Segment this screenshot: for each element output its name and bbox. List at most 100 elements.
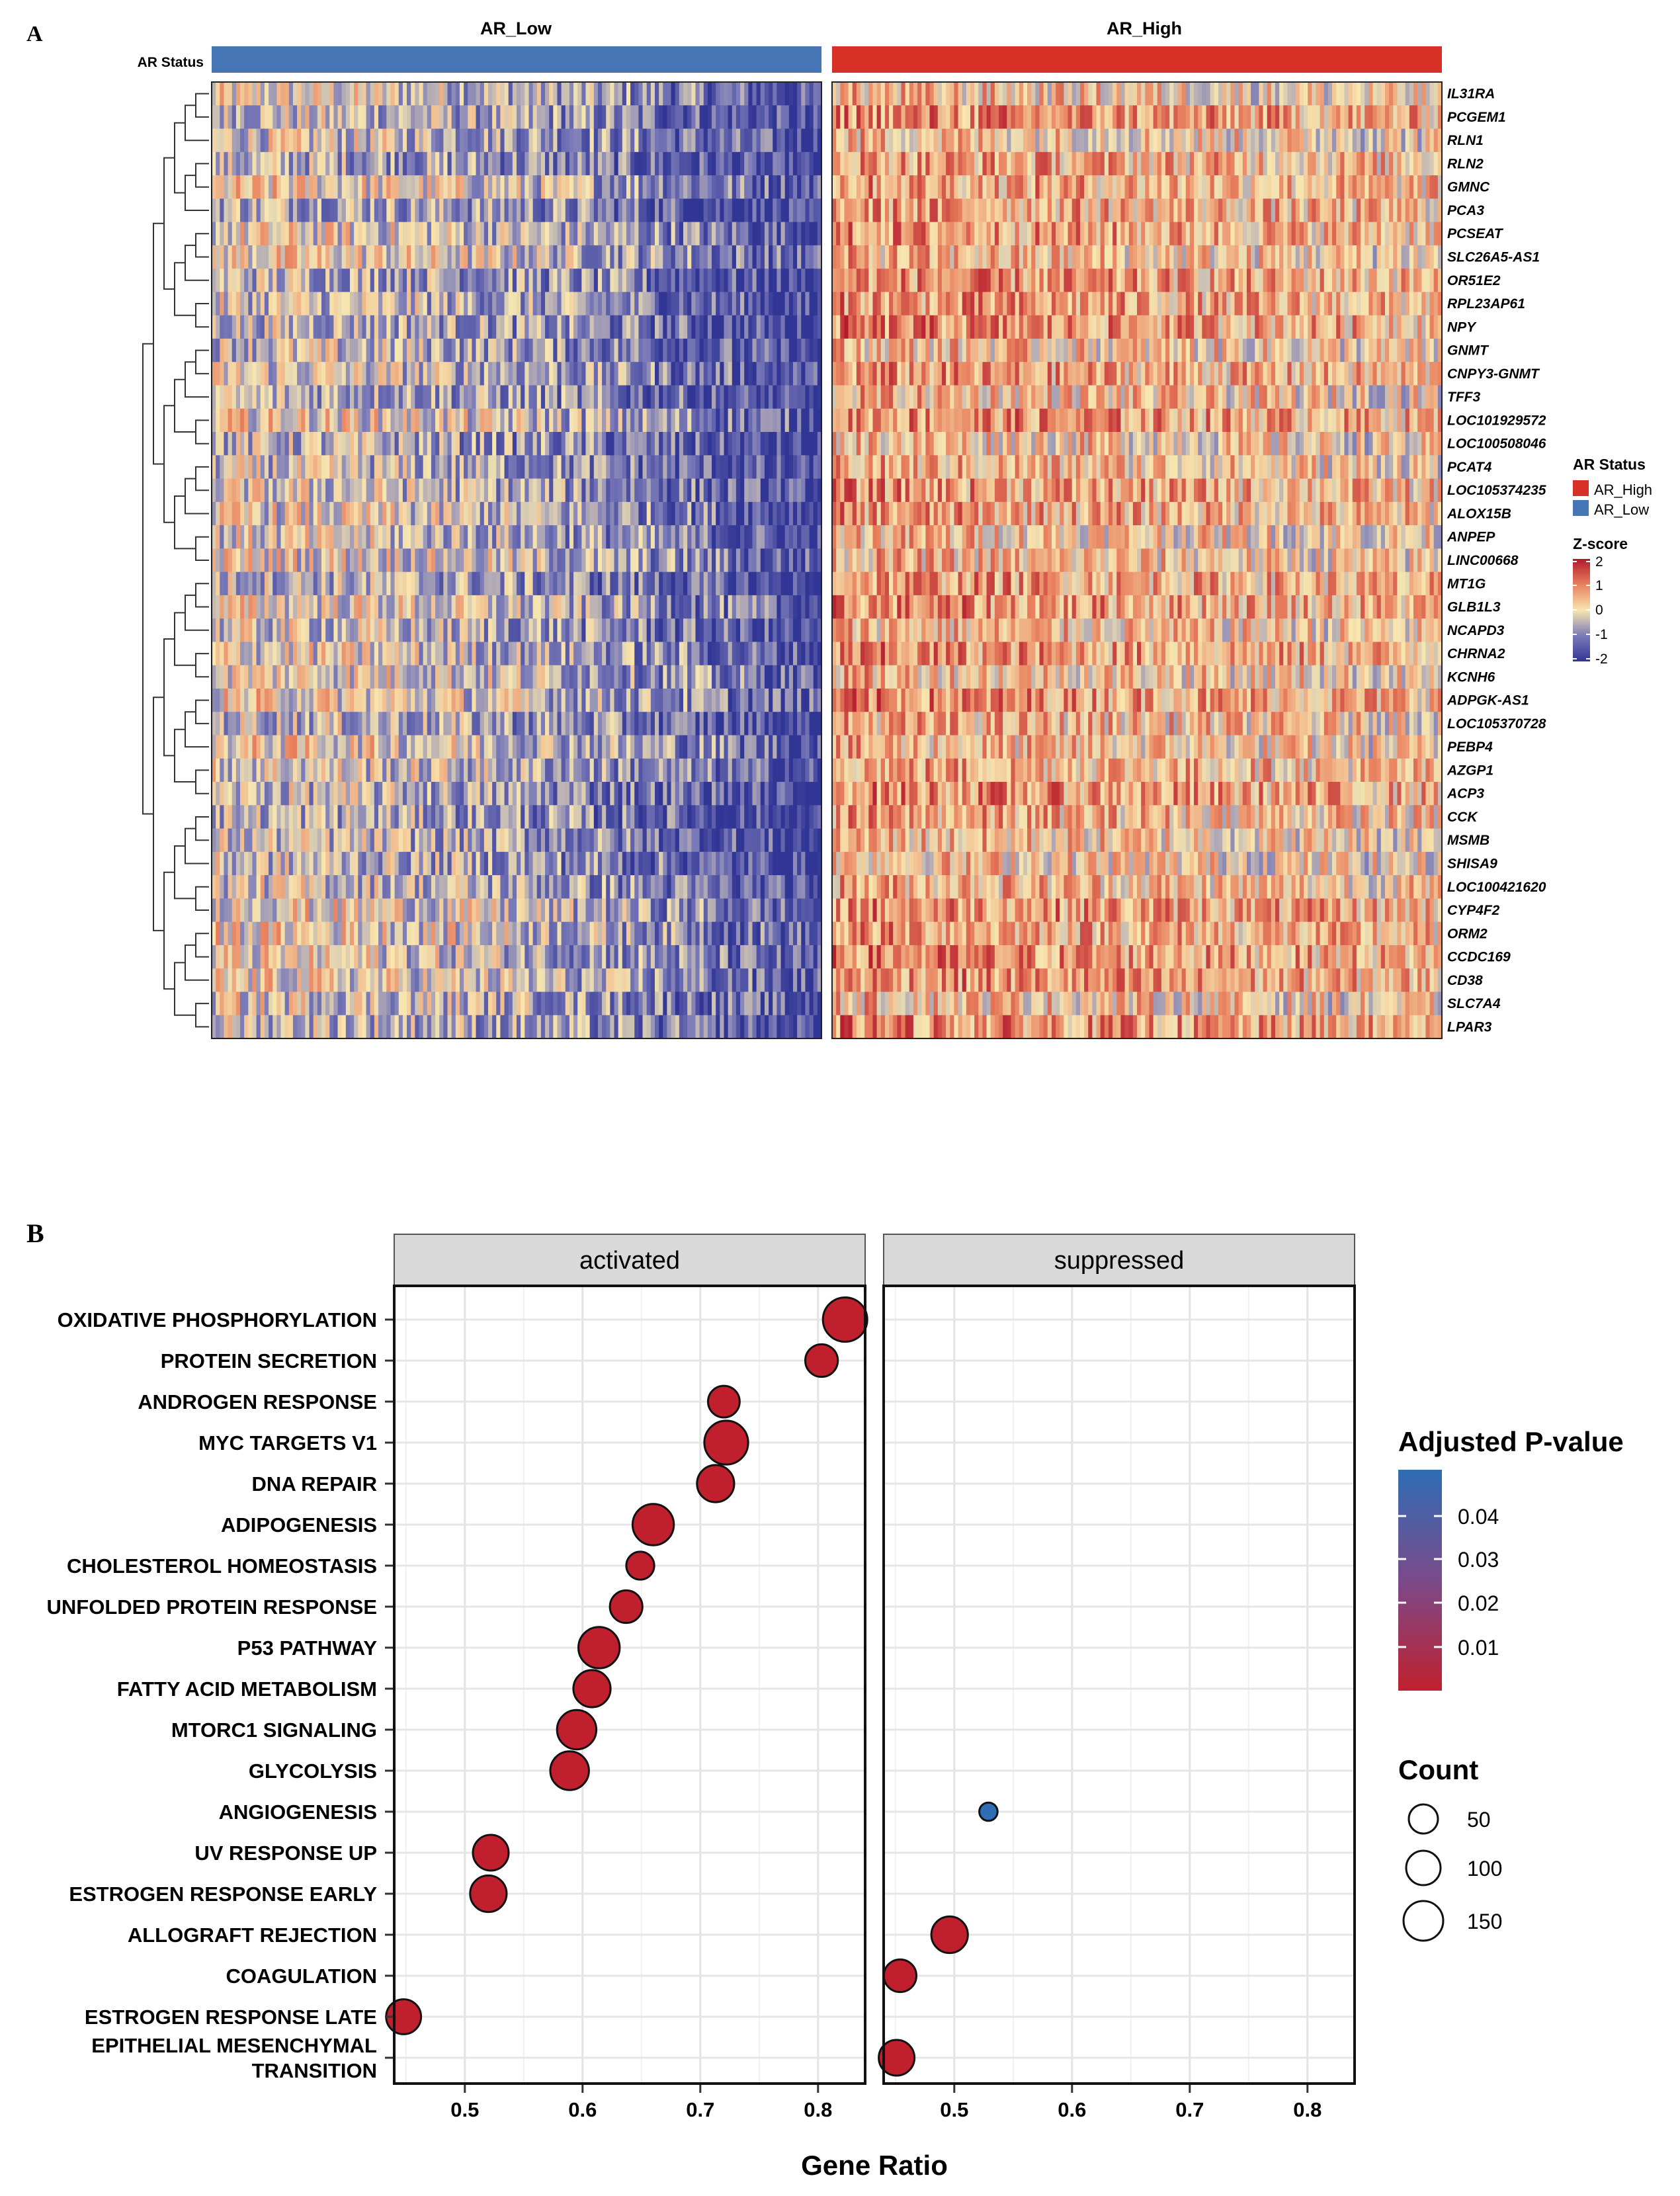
heatmap-cell xyxy=(378,245,383,269)
heatmap-cell xyxy=(597,758,603,782)
heatmap-cell xyxy=(224,525,228,549)
heatmap-cell xyxy=(276,595,281,619)
heatmap-cell xyxy=(337,828,343,853)
heatmap-cell xyxy=(565,315,570,339)
heatmap-cell xyxy=(540,571,546,596)
heatmap-cell xyxy=(212,432,216,456)
heatmap-cell xyxy=(284,758,290,782)
heatmap-cell xyxy=(712,408,716,433)
heatmap-cell xyxy=(663,292,667,316)
heatmap-cell xyxy=(390,245,395,269)
heatmap-cell xyxy=(557,525,562,549)
heatmap-cell xyxy=(659,595,663,619)
heatmap-cell xyxy=(345,362,351,386)
heatmap-cell xyxy=(517,338,521,362)
heatmap-cell xyxy=(362,571,366,596)
heatmap-cell xyxy=(659,385,663,409)
heatmap-cell xyxy=(626,455,631,479)
heatmap-cell xyxy=(292,665,298,689)
heatmap-cell xyxy=(284,782,290,806)
heatmap-cell xyxy=(634,548,639,573)
heatmap-cell xyxy=(305,315,310,339)
heatmap-cell xyxy=(634,455,639,479)
heatmap-cell xyxy=(769,735,773,759)
heatmap-cell xyxy=(699,712,704,736)
heatmap-cell xyxy=(228,408,233,433)
heatmap-cell xyxy=(423,735,428,759)
heatmap-cell xyxy=(634,501,639,526)
heatmap-cell xyxy=(589,688,595,712)
heatmap-cell xyxy=(411,501,415,526)
heatmap-cell xyxy=(341,292,347,316)
heatmap-cell xyxy=(309,525,314,549)
heatmap-cell xyxy=(797,525,802,549)
heatmap-cell xyxy=(382,408,387,433)
heatmap-cell xyxy=(321,548,326,573)
heatmap-cell xyxy=(707,175,712,199)
heatmap-cell xyxy=(280,105,286,129)
heatmap-cell xyxy=(500,525,505,549)
heatmap-cell xyxy=(622,548,627,573)
heatmap-cell xyxy=(402,618,407,642)
heatmap-cell xyxy=(565,151,570,176)
heatmap-cell xyxy=(276,222,281,246)
heatmap-cell xyxy=(540,478,546,503)
heatmap-cell xyxy=(707,618,712,642)
heatmap-cell xyxy=(301,782,306,806)
heatmap-cell xyxy=(716,805,720,829)
heatmap-cell xyxy=(228,222,233,246)
heatmap-cell xyxy=(545,408,550,433)
heatmap-cell xyxy=(577,432,582,456)
heatmap-cell xyxy=(349,782,355,806)
heatmap-cell xyxy=(517,128,521,153)
heatmap-cell xyxy=(561,82,566,106)
heatmap-cell xyxy=(797,571,802,596)
heatmap-cell xyxy=(540,595,546,619)
heatmap-cell xyxy=(231,455,237,479)
heatmap-cell xyxy=(325,735,330,759)
heatmap-cell xyxy=(269,222,273,246)
heatmap-cell xyxy=(447,385,452,409)
heatmap-cell xyxy=(419,128,424,153)
heatmap-cell xyxy=(252,269,257,292)
heatmap-cell xyxy=(443,105,448,129)
heatmap-cell xyxy=(366,525,371,549)
heatmap-cell xyxy=(321,758,326,782)
heatmap-cell xyxy=(626,735,631,759)
heatmap-cell xyxy=(679,618,684,642)
heatmap-cell xyxy=(817,571,822,596)
heatmap-cell xyxy=(622,338,627,362)
heatmap-cell xyxy=(817,548,822,573)
heatmap-cell xyxy=(716,758,720,782)
heatmap-cell xyxy=(492,151,497,176)
heatmap-cell xyxy=(752,688,757,712)
heatmap-cell xyxy=(301,805,306,829)
heatmap-cell xyxy=(650,735,655,759)
heatmap-cell xyxy=(313,315,318,339)
heatmap-cell xyxy=(536,432,542,456)
heatmap-cell xyxy=(744,128,749,153)
heatmap-cell xyxy=(402,478,407,503)
heatmap-cell xyxy=(280,151,286,176)
heatmap-cell xyxy=(630,571,635,596)
heatmap-cell xyxy=(752,82,757,106)
heatmap-cell xyxy=(610,501,614,526)
heatmap-cell xyxy=(349,665,355,689)
heatmap-cell xyxy=(292,362,298,386)
heatmap-cell xyxy=(614,105,619,129)
heatmap-cell xyxy=(301,571,306,596)
heatmap-cell xyxy=(769,82,773,106)
heatmap-cell xyxy=(500,175,505,199)
heatmap-cell xyxy=(707,82,712,106)
heatmap-cell xyxy=(431,782,436,806)
heatmap-cell xyxy=(817,805,822,829)
heatmap-cell xyxy=(220,128,224,153)
heatmap-cell xyxy=(333,455,338,479)
heatmap-cell xyxy=(374,269,379,292)
heatmap-cell xyxy=(220,222,224,246)
heatmap-cell xyxy=(667,105,671,129)
heatmap-cell xyxy=(415,478,419,503)
heatmap-cell xyxy=(439,82,444,106)
heatmap-cell xyxy=(301,292,306,316)
heatmap-cell xyxy=(349,315,355,339)
